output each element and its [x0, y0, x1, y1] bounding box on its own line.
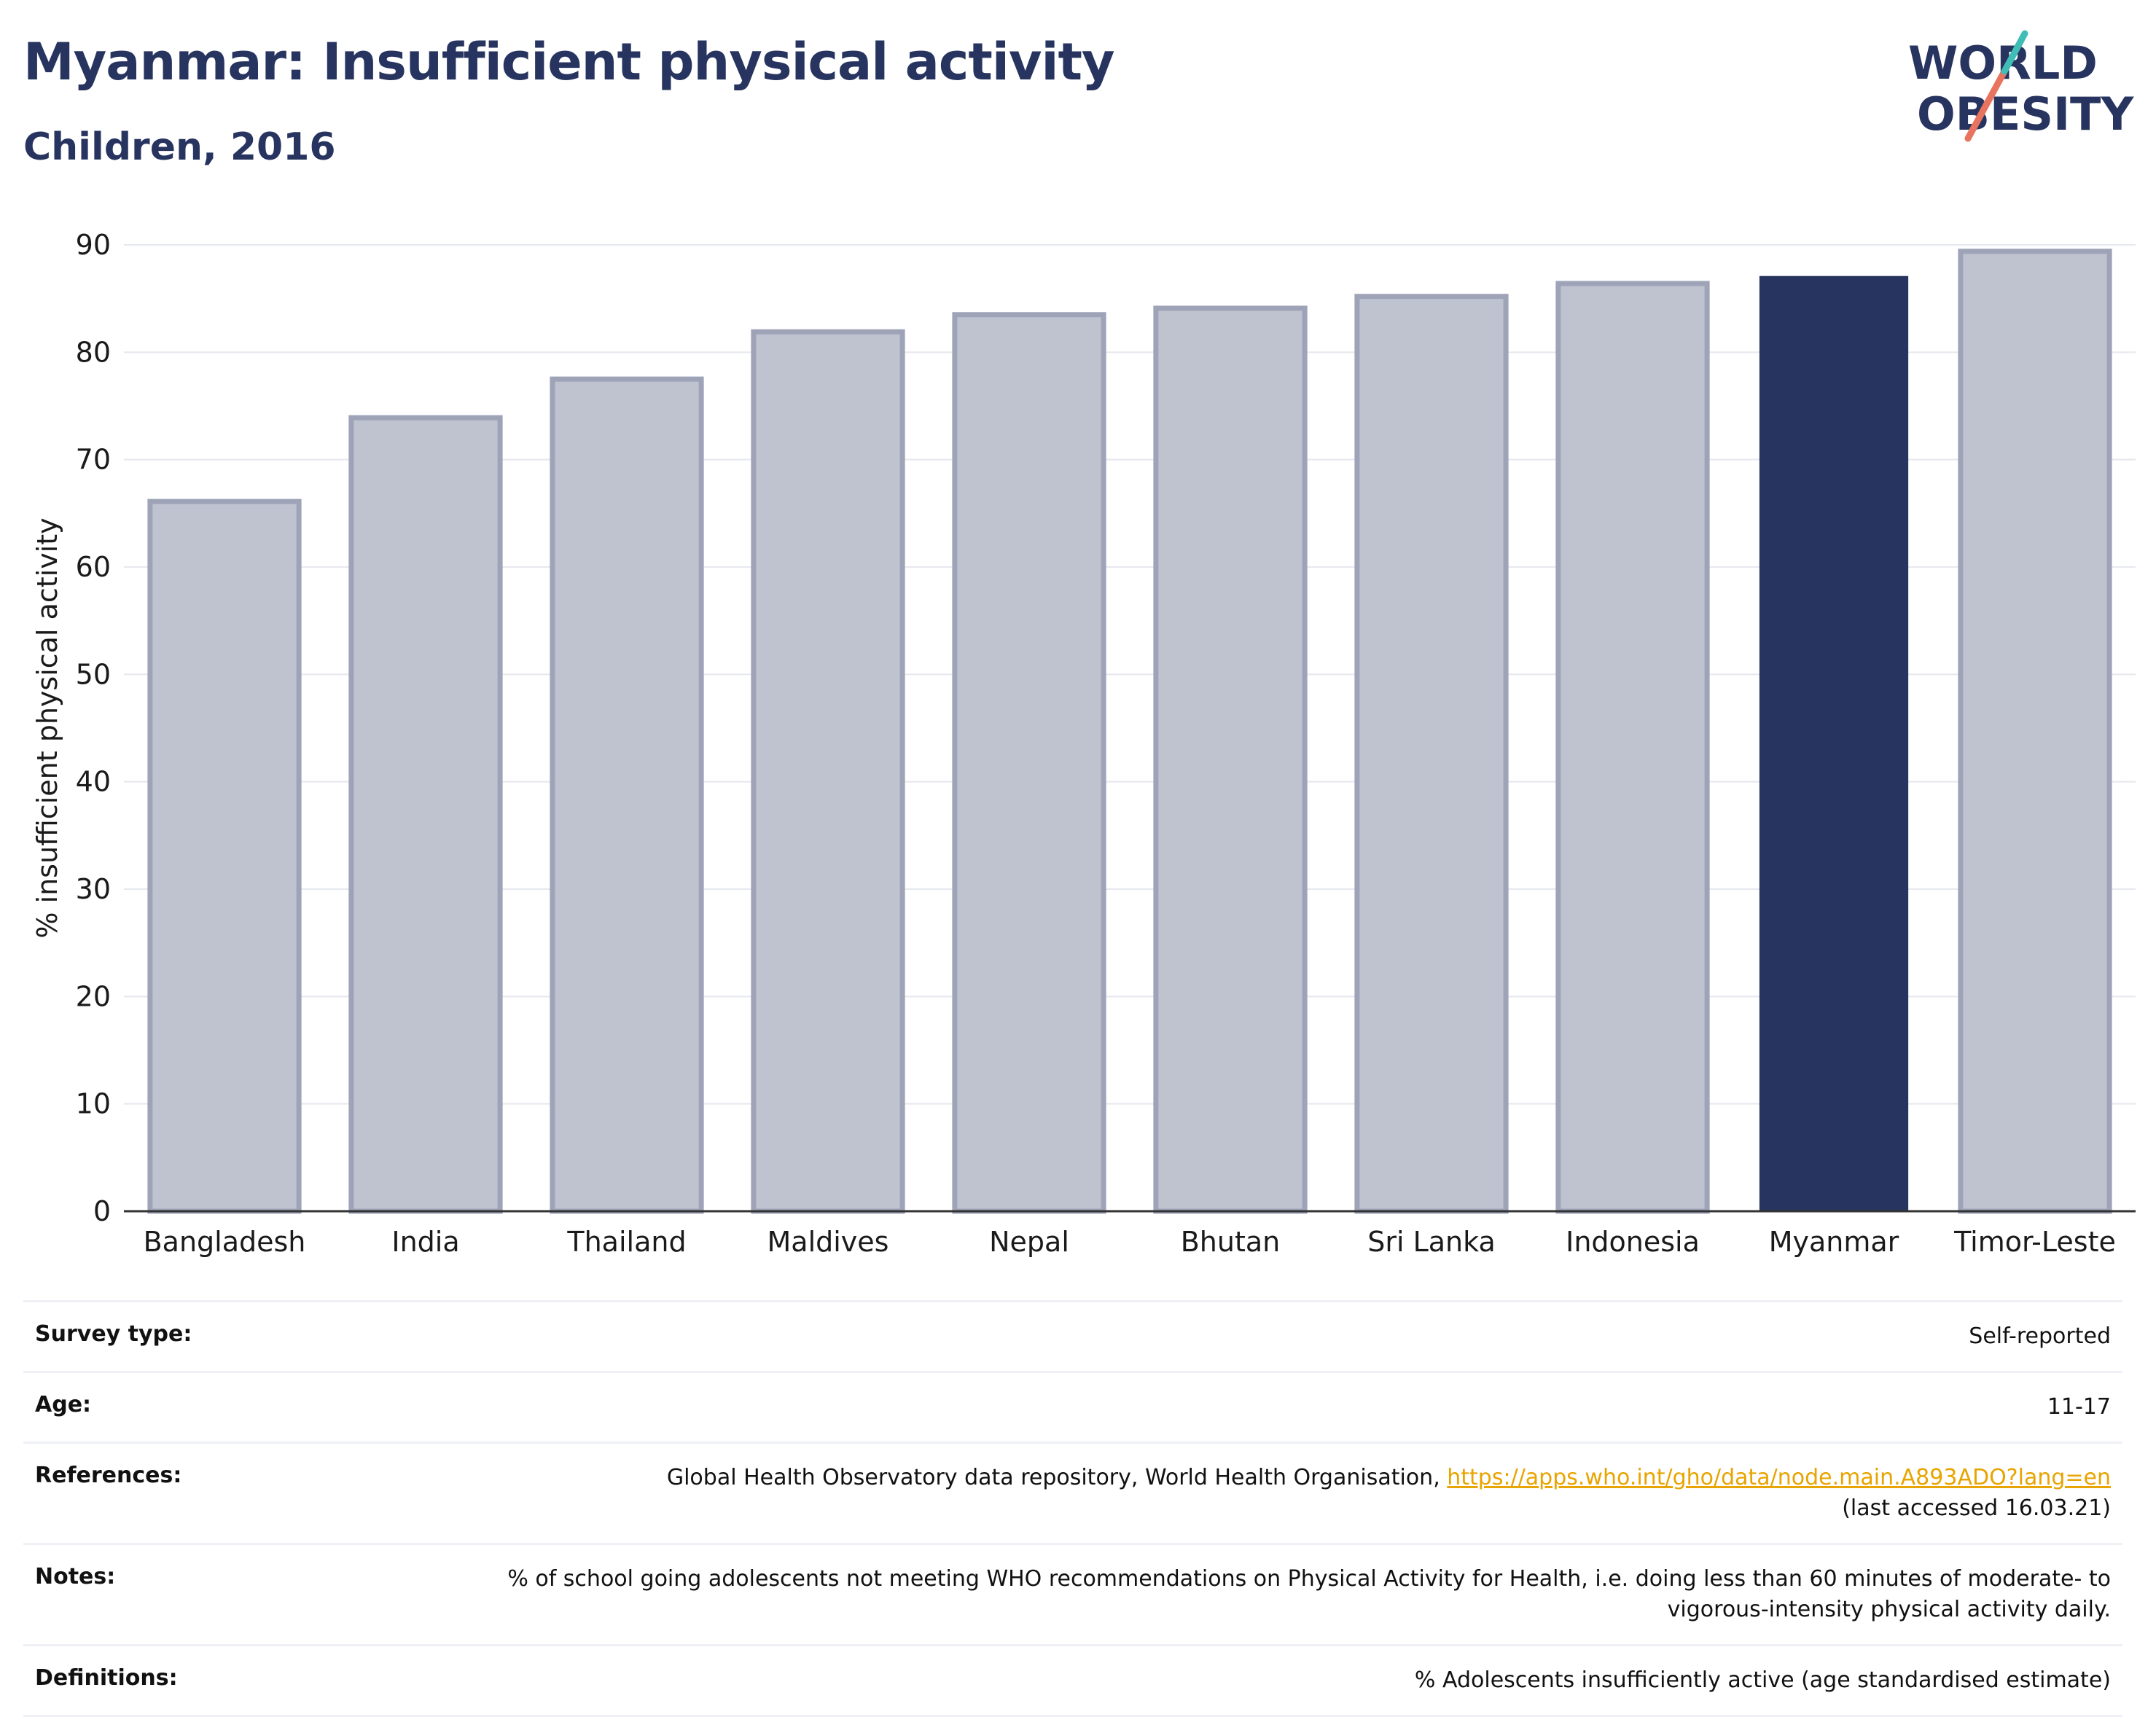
y-tick-label: 30 — [76, 873, 111, 905]
page-title: Myanmar: Insufficient physical activity — [23, 32, 1115, 92]
y-tick-label: 90 — [76, 229, 111, 261]
meta-value: 11-17 — [2047, 1394, 2111, 1420]
meta-row: Survey type: Self-reported — [23, 1300, 2122, 1371]
meta-row: Notes: % of school going adolescents not … — [23, 1543, 2122, 1644]
y-tick-label: 0 — [93, 1195, 111, 1227]
y-tick-label: 20 — [76, 980, 111, 1012]
meta-value: % of school going adolescents not meetin… — [507, 1566, 2111, 1622]
bar-myanmar — [1759, 275, 1909, 1211]
x-tick-label: Myanmar — [1769, 1226, 1899, 1258]
x-tick-label: Timor-Leste — [1953, 1226, 2116, 1258]
meta-value: % Adolescents insufficiently active (age… — [1414, 1667, 2111, 1693]
world-obesity-logo: WORLD OBESITY — [1908, 30, 2134, 142]
y-axis-ticks: 0 10 20 30 40 50 60 70 80 90 — [76, 229, 111, 1227]
logo-slash-coral — [1964, 68, 2008, 142]
meta-value: Self-reported — [1969, 1323, 2111, 1349]
meta-key: References: — [35, 1463, 182, 1488]
bar-chart: 0 10 20 30 40 50 60 70 80 90 Bangladesh India Thail… — [31, 229, 2136, 1258]
y-tick-label: 10 — [76, 1088, 111, 1120]
x-tick-label: India — [391, 1226, 459, 1258]
logo-slash-teal — [2001, 30, 2028, 75]
x-tick-label: Sri Lanka — [1367, 1226, 1496, 1258]
bar-bangladesh — [147, 498, 302, 1214]
reference-link[interactable]: https://apps.who.int/gho/data/node.main.… — [1447, 1465, 2111, 1490]
x-tick-label: Indonesia — [1566, 1226, 1700, 1258]
bar-nepal — [952, 312, 1106, 1214]
meta-row: References: Global Health Observatory dat… — [23, 1442, 2122, 1543]
metadata-table: Survey type: Self-reported Age: 11-17 Refere… — [23, 1300, 2122, 1717]
y-tick-label: 80 — [76, 336, 111, 368]
bar-thailand — [550, 376, 704, 1214]
meta-value: Global Health Observatory data repositor… — [666, 1465, 2111, 1521]
logo-line2: OBESITY — [1917, 87, 2134, 141]
meta-row: Age: 11-17 — [23, 1371, 2122, 1442]
bar-indonesia — [1555, 281, 1710, 1214]
bar-sri-lanka — [1354, 294, 1509, 1214]
meta-key: Definitions: — [35, 1665, 178, 1691]
x-tick-label: Bangladesh — [144, 1226, 306, 1258]
y-tick-label: 40 — [76, 766, 111, 798]
meta-key: Survey type: — [35, 1321, 192, 1347]
y-tick-label: 70 — [76, 444, 111, 476]
x-tick-label: Maldives — [768, 1226, 889, 1258]
meta-key: Notes: — [35, 1564, 116, 1589]
meta-row: Definitions: % Adolescents insufficiently… — [23, 1644, 2122, 1717]
page-subtitle: Children, 2016 — [23, 125, 336, 169]
bars — [147, 249, 2112, 1214]
y-tick-label: 60 — [76, 551, 111, 583]
meta-key: Age: — [35, 1392, 92, 1417]
x-axis-categories: Bangladesh India Thailand Maldives Nepal Bhut… — [144, 1226, 2116, 1258]
y-axis-label: % insufficient physical activity — [31, 517, 63, 938]
x-tick-label: Thailand — [566, 1226, 686, 1258]
y-tick-label: 50 — [76, 658, 111, 690]
bar-maldives — [751, 329, 905, 1214]
x-tick-label: Nepal — [989, 1226, 1069, 1258]
bar-bhutan — [1153, 305, 1308, 1214]
bar-india — [348, 415, 503, 1214]
bar-timor-leste — [1958, 249, 2112, 1214]
x-tick-label: Bhutan — [1181, 1226, 1281, 1258]
